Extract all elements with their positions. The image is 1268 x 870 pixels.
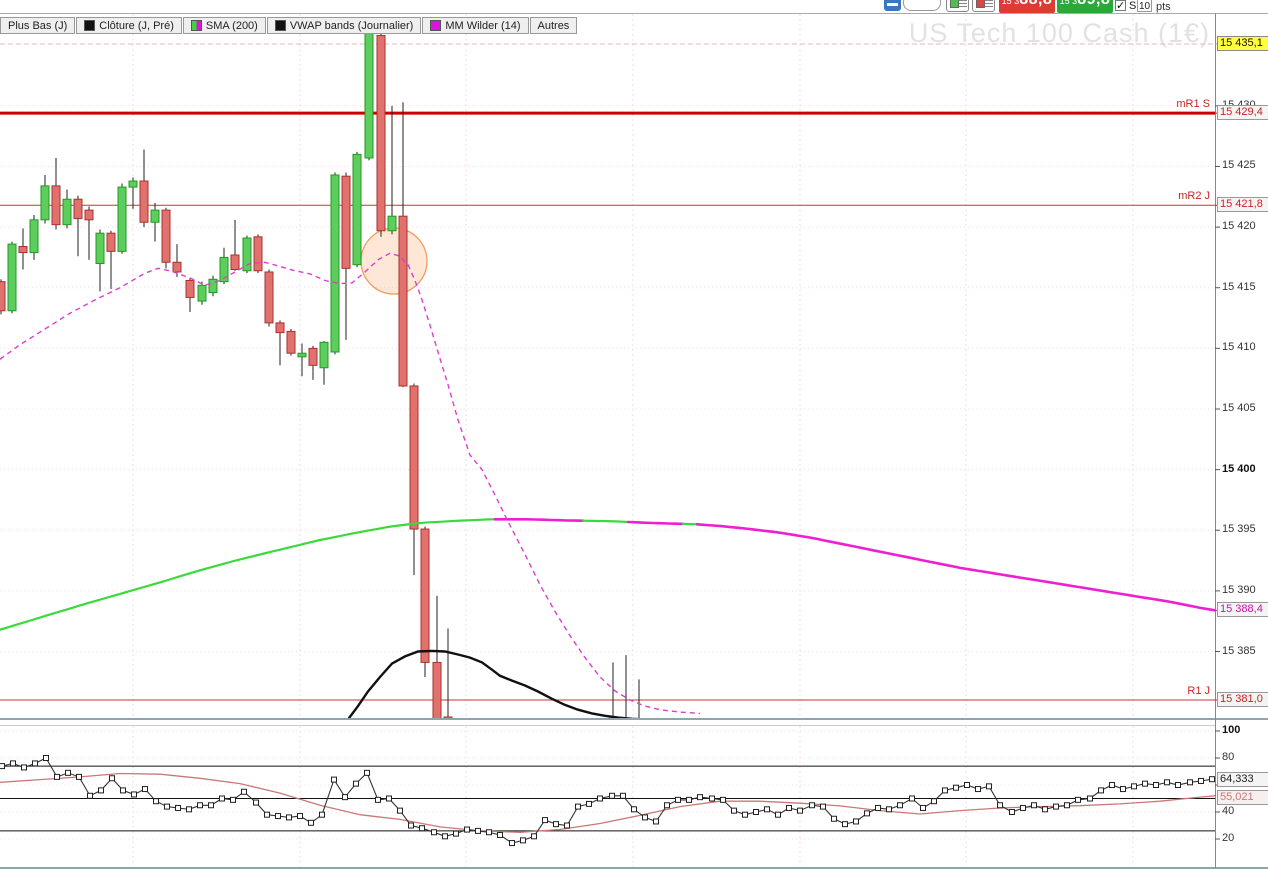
buy-order-button[interactable] [946, 0, 969, 12]
list-line-icon [959, 0, 967, 1]
sell-order-button[interactable] [972, 0, 995, 12]
sell-icon [976, 0, 985, 8]
legend-tab-label: VWAP bands (Journalier) [289, 19, 414, 32]
points-unit-label: pts [1156, 1, 1171, 13]
legend-tab-3[interactable]: VWAP bands (Journalier) [266, 17, 422, 34]
list-line-icon [985, 6, 993, 7]
buy-icon [950, 0, 959, 8]
stop-checkbox-label: S [1129, 0, 1137, 12]
legend-tab-1[interactable]: Clôture (J, Pré) [76, 17, 182, 34]
list-line-icon [985, 3, 993, 4]
legend-tab-4[interactable]: MM Wilder (14) [422, 17, 529, 34]
quantity-input[interactable] [903, 0, 941, 11]
list-line-icon [985, 0, 993, 1]
order-toolbar: 15 388,8 15 389,8 ✓ S 10 pts [0, 0, 1268, 14]
stop-points-input[interactable]: 10 [1137, 0, 1152, 12]
ask-price-main: 89,8 [1077, 0, 1110, 8]
buy-ask-price-button[interactable]: 15 389,8 [1057, 0, 1113, 13]
bid-price-main: 88,8 [1019, 0, 1052, 8]
indicator-legend-tabs: Plus Bas (J) Clôture (J, Pré) SMA (200) VWA… [0, 17, 578, 34]
legend-tab-label: Autres [537, 19, 570, 32]
legend-tab-5[interactable]: Autres [529, 17, 578, 34]
green-magenta-swatch-icon [190, 20, 202, 31]
legend-tab-0[interactable]: Plus Bas (J) [0, 17, 76, 34]
list-line-icon [959, 6, 967, 7]
magenta-swatch-icon [430, 20, 442, 31]
legend-tab-label: Clôture (J, Pré) [99, 19, 174, 32]
list-line-icon [959, 3, 967, 4]
instrument-watermark: US Tech 100 Cash (1€) [908, 18, 1210, 48]
legend-tab-label: Plus Bas (J) [8, 19, 68, 32]
stop-checkbox[interactable]: ✓ [1115, 0, 1126, 12]
sell-bid-price-button[interactable]: 15 388,8 [999, 0, 1055, 13]
bid-price-prefix: 15 3 [1001, 0, 1020, 6]
legend-tab-label: MM Wilder (14) [445, 19, 521, 32]
black-swatch-icon [274, 20, 286, 31]
ask-price-prefix: 15 3 [1059, 0, 1078, 6]
legend-tab-label: SMA (200) [205, 19, 258, 32]
chart-tool-button[interactable] [884, 0, 901, 11]
legend-tab-2[interactable]: SMA (200) [182, 17, 266, 34]
black-swatch-icon [84, 20, 96, 31]
